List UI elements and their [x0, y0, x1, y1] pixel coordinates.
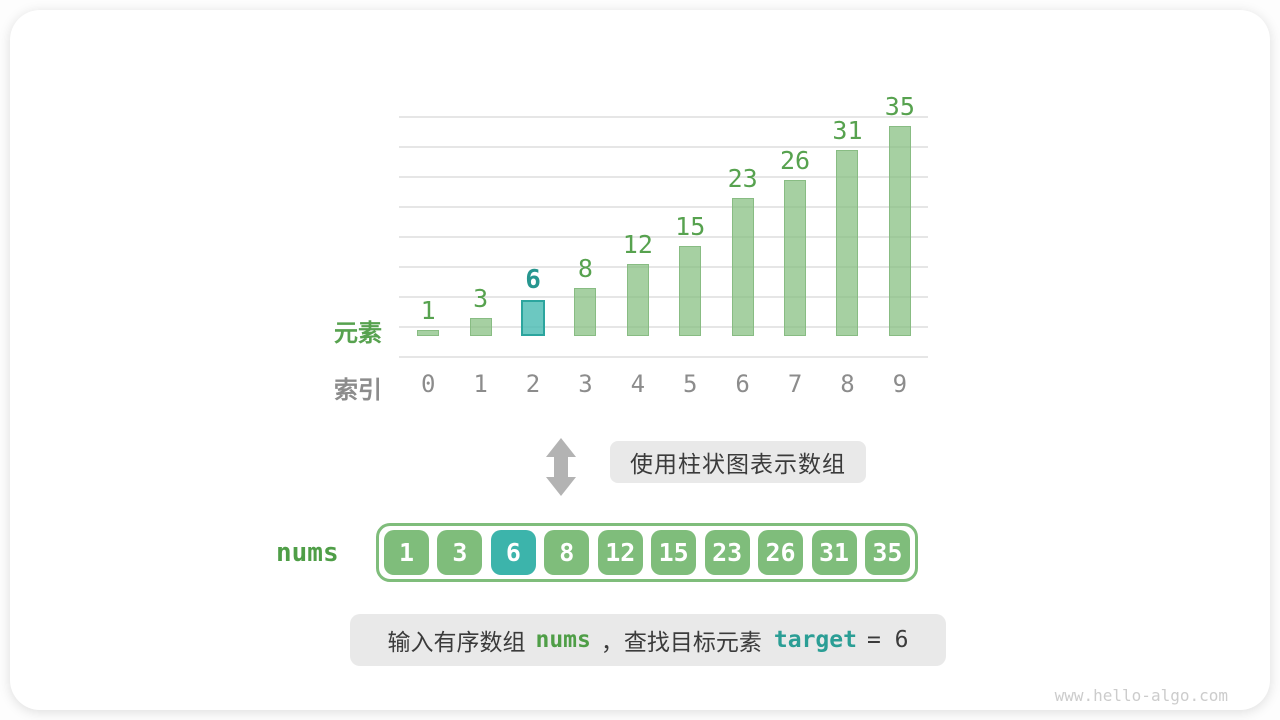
bar-value-label: 23: [727, 163, 758, 193]
index-label: 7: [787, 370, 803, 398]
index-label: 0: [420, 370, 436, 398]
index-label: 8: [840, 370, 855, 398]
array-cell: 31: [811, 530, 857, 575]
bar: [469, 318, 492, 336]
array-cell: 1: [384, 530, 429, 575]
bar: [626, 264, 649, 336]
element-axis-label: 元素: [334, 320, 382, 347]
double-vertical-arrow-icon: [546, 438, 576, 496]
target-value-token: = 6: [866, 627, 909, 653]
array-cell: 12: [597, 530, 643, 575]
bar: [784, 180, 807, 336]
array-cell: 15: [651, 530, 697, 575]
highlighted-bar: [521, 300, 546, 336]
bar-value-label: 31: [832, 115, 863, 145]
array-cell: 26: [758, 530, 804, 575]
bar-column: 6: [507, 264, 559, 336]
bar: [574, 288, 597, 336]
bar-column: 1: [402, 295, 454, 336]
index-label: 3: [578, 370, 593, 398]
index-label: 9: [892, 370, 908, 398]
bar-value-label: 8: [577, 253, 593, 283]
problem-statement: 输入有序数组 nums ，查找目标元素 target = 6: [350, 614, 946, 666]
gridline: [399, 296, 928, 298]
bar: [417, 330, 440, 336]
bar: [679, 246, 702, 336]
index-axis-label: 索引: [334, 377, 382, 404]
index-label: 1: [473, 370, 488, 398]
gridline: [399, 266, 928, 268]
watermark: www.hello-algo.com: [1054, 686, 1228, 705]
bar-value-label: 26: [779, 145, 811, 175]
bar: [731, 198, 754, 336]
bar: [836, 150, 859, 336]
gridline: [399, 236, 928, 238]
gridline: [399, 326, 928, 328]
bar-value-label: 15: [675, 211, 706, 241]
gridline: [399, 146, 928, 148]
bar: [888, 126, 911, 336]
nums-code-token: nums: [535, 627, 591, 653]
bar-value-label: 3: [473, 283, 489, 313]
bar-value-label: 1: [420, 295, 436, 325]
bar-column: 31: [821, 115, 873, 336]
chart-representation-caption: 使用柱状图表示数组: [610, 441, 866, 483]
index-label: 6: [735, 370, 750, 398]
index-label: 2: [525, 370, 541, 398]
target-code-token: target: [773, 627, 857, 653]
bar-column: 12: [612, 229, 664, 336]
bar-value-label: 6: [525, 264, 541, 295]
bar-column: 23: [716, 163, 768, 336]
bar-column: 8: [559, 253, 611, 336]
statement-text-1: 输入有序数组: [387, 629, 526, 655]
array-cell: 23: [704, 530, 750, 575]
chart-gridlines: [399, 116, 928, 358]
index-label: 5: [683, 370, 698, 398]
array-cell: 35: [864, 530, 910, 575]
bar-column: 35: [874, 91, 926, 336]
gridline: [399, 116, 928, 118]
index-label: 4: [630, 370, 646, 398]
highlighted-array-cell: 6: [490, 530, 536, 575]
bar-chart: 1 3 6 8 12 15 23 26 31 35: [402, 91, 926, 336]
index-row: 0 1 2 3 4 5 6 7 8 9: [402, 370, 926, 398]
bar-value-label: 35: [884, 91, 915, 121]
gridline: [399, 176, 928, 178]
gridline: [399, 356, 928, 358]
array-cell: 3: [437, 530, 483, 575]
statement-text-2: ，查找目标元素: [600, 629, 762, 655]
bar-column: 3: [454, 283, 506, 336]
array-name-label: nums: [276, 538, 339, 568]
nums-array: 1 3 6 8 12 15 23 26 31 35: [376, 523, 918, 582]
array-cell: 8: [544, 530, 590, 575]
bar-column: 26: [769, 145, 821, 336]
gridline: [399, 206, 928, 208]
bar-value-label: 12: [622, 229, 653, 259]
bar-column: 15: [664, 211, 716, 336]
